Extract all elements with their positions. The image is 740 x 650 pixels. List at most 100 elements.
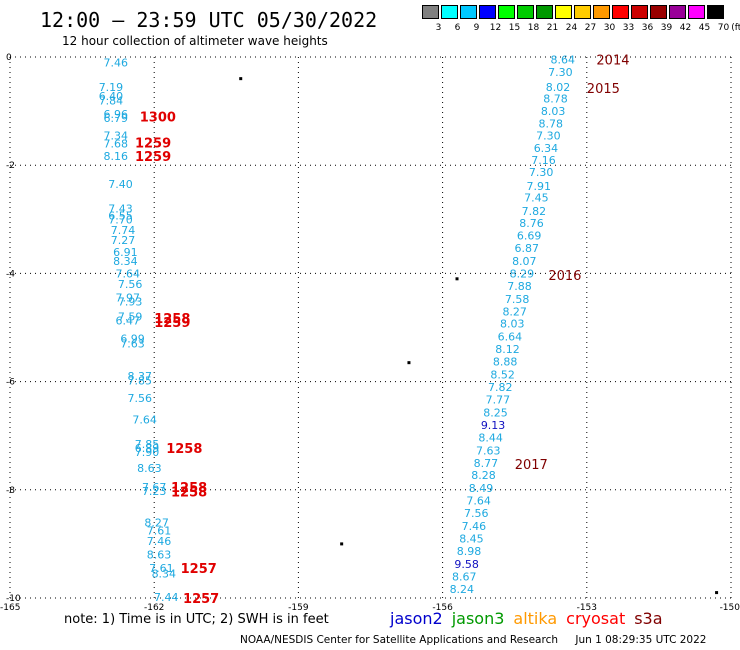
wave-height-label: 6.55 [108, 210, 133, 223]
wave-height-label: 6.47 [116, 314, 141, 327]
wave-height-label: 8.52 [490, 369, 515, 382]
wave-height-label: 8.63 [137, 462, 162, 475]
wave-height-label: 8.88 [493, 356, 518, 369]
pass-time-label: 1300 [140, 111, 176, 126]
wave-height-label: 8.76 [519, 217, 544, 230]
wave-height-label: 8.27 [144, 516, 169, 529]
wave-height-label: 9.58 [454, 558, 479, 571]
wave-height-label: 8.34 [152, 568, 177, 581]
wave-height-label: 8.27 [502, 305, 527, 318]
y-tick-label: -10 [6, 594, 21, 604]
pass-time-label: 2014 [596, 54, 629, 69]
wave-height-label: 7.64 [132, 413, 157, 426]
footer: NOAA/NESDIS Center for Satellite Applica… [240, 634, 720, 646]
wave-height-label: 7.45 [524, 192, 549, 205]
wave-height-label: 7.82 [522, 205, 547, 218]
legend-label: 6 [454, 23, 461, 33]
x-tick-label: -165 [0, 603, 20, 613]
wave-height-label: 8.37 [128, 370, 153, 383]
pass-time-label: 1259 [135, 136, 171, 151]
x-tick-label: -150 [720, 603, 740, 613]
wave-height-label: 8.78 [543, 93, 568, 106]
wave-height-label: 7.70 [108, 213, 133, 226]
island-marker [239, 77, 243, 81]
legend-label: 3 [435, 23, 442, 33]
map-subtitle: 12 hour collection of altimeter wave hei… [62, 34, 328, 48]
legend-label: 15 [508, 23, 521, 33]
y-tick-label: -8 [6, 486, 15, 496]
note-text: note: 1) Time is in UTC; 2) SWH is in fe… [64, 612, 329, 627]
wave-height-label: 7.43 [108, 202, 133, 215]
legend-swatch [536, 5, 553, 19]
wave-height-label: 7.85 [135, 438, 160, 451]
legend-label: 9 [473, 23, 480, 33]
legend-swatch [631, 5, 648, 19]
wave-height-label: 7.30 [536, 129, 561, 142]
pass-time-label: 1258 [171, 481, 207, 496]
wave-height-label: 8.28 [471, 469, 496, 482]
wave-height-label: 6.40 [99, 90, 124, 103]
wave-height-label: 6.87 [514, 242, 539, 255]
island-marker [715, 591, 719, 595]
pass-time-label: 2016 [548, 269, 581, 284]
legend-label: 42 [679, 23, 692, 33]
legend-swatch [479, 5, 496, 19]
y-tick-label: -6 [6, 378, 15, 388]
wave-height-label: 7.23 [142, 485, 167, 498]
satellite-s3a: s3a [634, 609, 663, 628]
legend-swatch [441, 5, 458, 19]
wave-height-label: 8.12 [495, 343, 520, 356]
legend-swatch [498, 5, 515, 19]
satellite-jason2: jason2 [390, 609, 443, 628]
east-track: 8.647.308.028.788.038.787.306.347.167.30… [450, 54, 575, 596]
satellite-jason3: jason3 [451, 609, 505, 628]
legend-swatch [460, 5, 477, 19]
wave-height-label: 7.56 [464, 507, 489, 520]
legend-label: 45 [698, 23, 711, 33]
legend-label: 21 [546, 23, 559, 33]
wave-height-label: 8.02 [546, 81, 571, 94]
wave-height-label: 8.29 [510, 267, 535, 280]
legend-swatch [707, 5, 724, 19]
wave-height-label: 7.64 [466, 495, 491, 508]
island-marker [407, 361, 411, 365]
axis-tick-labels: -165 -162 -159 -156 -153 -150 0 -2 -4 -6 -8 -10 [0, 53, 740, 613]
wave-height-label: 8.25 [483, 406, 508, 419]
wave-height-label: 7.74 [111, 224, 136, 237]
wave-height-label: 7.27 [111, 234, 136, 247]
legend-swatch [612, 5, 629, 19]
island-marker [340, 542, 344, 546]
wave-height-label: 7.93 [118, 296, 143, 309]
x-tick-label: -159 [288, 603, 309, 613]
pass-time-label: 1258 [154, 312, 190, 327]
satellite-cryosat: cryosat [566, 609, 626, 628]
legend-label: 33 [622, 23, 635, 33]
legend-label: 12 [489, 23, 502, 33]
wave-height-label: 6.96 [103, 108, 128, 121]
pass-time-label: 1257 [181, 562, 217, 577]
wave-height-label: 7.91 [526, 180, 551, 193]
wave-height-label: 7.40 [108, 178, 133, 191]
wave-height-label: 8.98 [457, 545, 482, 558]
pass-time-label: 1259 [135, 150, 171, 165]
wave-height-label: 7.85 [128, 375, 153, 388]
wave-height-label: 7.16 [531, 154, 556, 167]
lat-lon-grid [9, 56, 732, 599]
wave-height-label: 7.59 [118, 311, 143, 324]
wave-height-label: 7.46 [147, 535, 172, 548]
wave-height-label: 6.34 [534, 142, 559, 155]
wave-height-label: 7.77 [486, 393, 511, 406]
legend-swatch [422, 5, 439, 19]
wave-height-label: 6.91 [113, 246, 138, 259]
wave-height-label: 8.45 [459, 532, 484, 545]
wave-height-label: 7.46 [462, 520, 487, 533]
x-tick-label: -153 [577, 603, 597, 613]
pass-time-label: 1258 [166, 442, 202, 457]
pass-time-label: 1258 [171, 485, 207, 500]
wave-height-label: 8.03 [541, 105, 566, 118]
legend-label: 39 [660, 23, 673, 33]
wave-height-label: 8.44 [478, 431, 503, 444]
legend-label: 30 [603, 23, 616, 33]
wave-height-label: 7.56 [118, 278, 143, 291]
y-tick-label: 0 [6, 53, 12, 63]
